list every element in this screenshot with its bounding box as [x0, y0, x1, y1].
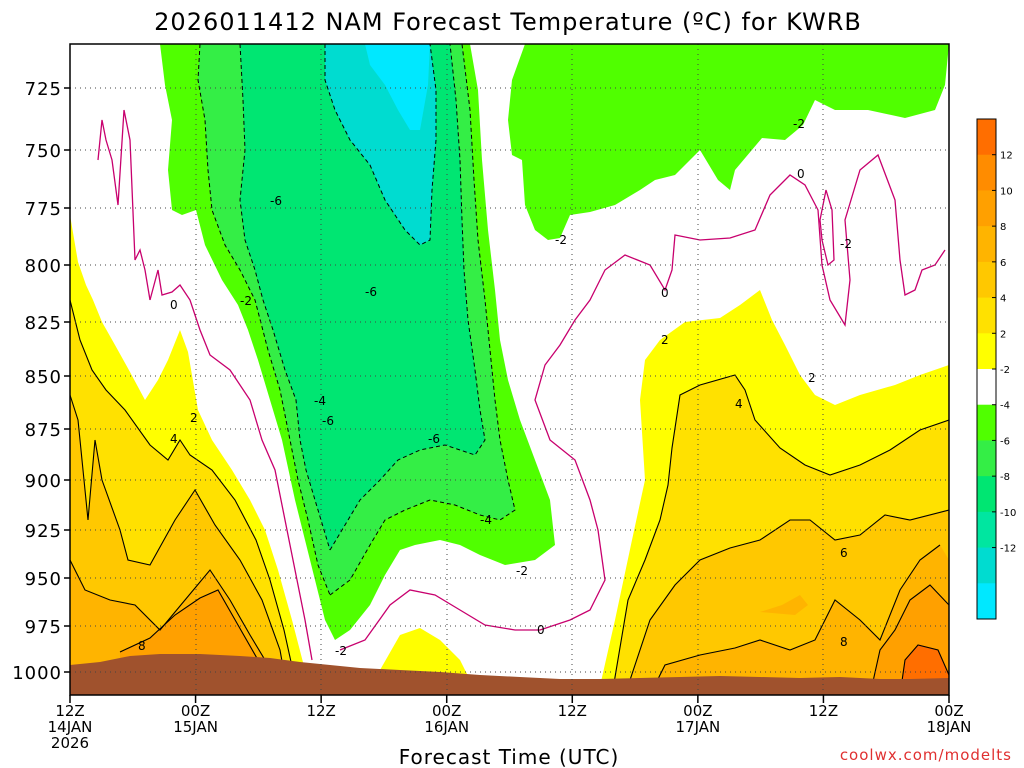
- y-tick-label: 775: [25, 199, 62, 220]
- y-tick-label: 900: [25, 471, 62, 492]
- colorbar-label: 10: [1000, 186, 1013, 197]
- contour-label: 2: [808, 371, 816, 385]
- colorbar-label: -10: [1000, 508, 1016, 519]
- contour-label: 0: [170, 298, 178, 312]
- colorbar-swatch: [977, 190, 996, 227]
- contour-label: 0: [661, 286, 669, 300]
- colorbar-label: 2: [1000, 329, 1006, 340]
- contour-label: 0: [537, 623, 545, 637]
- contour-label-group: 2 4 -6 -2 0 -2 -6 -4 -6 -6 -4 -2 0 -2 -2…: [138, 117, 852, 658]
- x-tick-label: 00Z: [432, 702, 461, 720]
- x-tick-label: 12Z: [809, 702, 838, 720]
- contour-label: 4: [735, 397, 743, 411]
- contour-label: 8: [840, 635, 848, 649]
- contour-label: -2: [793, 117, 805, 131]
- y-tick-label: 725: [25, 79, 62, 100]
- chart-title: 2026011412 NAM Forecast Temperature (ºC)…: [154, 8, 862, 36]
- colorbar-swatch: [977, 119, 996, 156]
- colorbar-swatch: [977, 261, 996, 299]
- contour-label: -2: [555, 233, 567, 247]
- contour-label: 2: [661, 333, 669, 347]
- colorbar-label: 4: [1000, 294, 1006, 305]
- cold-contours: [197, 44, 516, 596]
- x-tick-label: 12Z: [558, 702, 587, 720]
- x-tick-label: 12Z: [55, 702, 84, 720]
- colorbar-label: -8: [1000, 472, 1010, 483]
- colorbar-label: 6: [1000, 258, 1006, 269]
- plot-area: 2 4 -6 -2 0 -2 -6 -4 -6 -6 -4 -2 0 -2 -2…: [70, 44, 949, 695]
- x-tick-date: 14JAN: [48, 718, 93, 736]
- contour-label: -4: [480, 513, 492, 527]
- x-tick-date: 16JAN: [424, 718, 469, 736]
- x-tick-label: 00Z: [934, 702, 963, 720]
- y-tick-label: 875: [25, 420, 62, 441]
- colorbar-swatch: [977, 297, 996, 334]
- colorbar-label: -4: [1000, 401, 1010, 412]
- colorbar-label: -6: [1000, 436, 1010, 447]
- contour-label: -2: [335, 644, 347, 658]
- y-tick-label: 925: [25, 521, 62, 542]
- warm-spot: [760, 595, 808, 615]
- y-tick-label: 750: [25, 141, 62, 162]
- x-tick-label: 00Z: [683, 702, 712, 720]
- gridlines: [70, 44, 949, 695]
- zero-isotherm-left: [149, 269, 313, 661]
- contour-label: -6: [428, 432, 440, 446]
- colorbar-swatch: [977, 369, 996, 406]
- y-tick-label: 950: [25, 569, 62, 590]
- contour-label: -2: [516, 564, 528, 578]
- colorbar-swatch: [977, 226, 996, 263]
- colorbar-swatch: [977, 511, 996, 549]
- plot-frame: [69, 43, 950, 696]
- y-tick-label: 850: [25, 367, 62, 388]
- cold-region-upper-right: [508, 44, 949, 240]
- ground-surface: [70, 654, 949, 695]
- y-tick-label: 800: [25, 256, 62, 277]
- x-tick-date: 15JAN: [173, 718, 218, 736]
- contour-label: -6: [322, 414, 334, 428]
- y-tick-label: 1000: [12, 663, 62, 684]
- colorbar-swatch: [977, 583, 996, 620]
- contour-label: -6: [270, 194, 282, 208]
- colorbar-label: -2: [1000, 365, 1010, 376]
- zero-isotherm-right-loop: [819, 189, 835, 267]
- cold-region-minus10: [365, 44, 430, 130]
- colorbar-swatch: [977, 333, 996, 370]
- contour-label: 6: [840, 546, 848, 560]
- colorbar-label: 12: [1000, 151, 1013, 162]
- y-tick-label: 975: [25, 617, 62, 638]
- warm-contours: [70, 299, 949, 695]
- contour-label: -6: [365, 285, 377, 299]
- colorbar-swatch: [977, 404, 996, 441]
- zero-isotherm-bottom: [339, 153, 946, 651]
- x-tick-year: 2026: [51, 734, 89, 752]
- contour-label: -2: [240, 294, 252, 308]
- warm-region-right-8: [650, 545, 949, 695]
- contour-label: 2: [190, 411, 198, 425]
- y-tick-label: 825: [25, 313, 62, 334]
- colorbar-swatch: [977, 547, 996, 584]
- colorbar-label: 8: [1000, 222, 1006, 233]
- y-axis: 725 750 775 800 825 850 875 900 925 950 975 1000: [12, 79, 70, 684]
- contour-label: 0: [797, 167, 805, 181]
- contour-label: -4: [314, 394, 326, 408]
- zero-isotherm-upper-left: [97, 109, 151, 301]
- x-tick-label: 00Z: [181, 702, 210, 720]
- credit-text: coolwx.com/modelts: [840, 746, 1012, 764]
- contour-label: 4: [170, 432, 178, 446]
- colorbar-swatch: [977, 440, 996, 477]
- colorbar-swatch: [977, 476, 996, 513]
- x-axis-title: Forecast Time (UTC): [399, 745, 620, 768]
- contour-label: -2: [840, 237, 852, 251]
- x-tick-label: 12Z: [306, 702, 335, 720]
- contour-label: 8: [138, 639, 146, 653]
- colorbar: 12 10 8 6 4 2 -2 -4 -6 -8 -10 -12: [976, 118, 1016, 620]
- colorbar-label: -12: [1000, 544, 1016, 555]
- x-tick-date: 18JAN: [927, 718, 972, 736]
- colorbar-swatch: [977, 154, 996, 191]
- x-tick-date: 17JAN: [675, 718, 720, 736]
